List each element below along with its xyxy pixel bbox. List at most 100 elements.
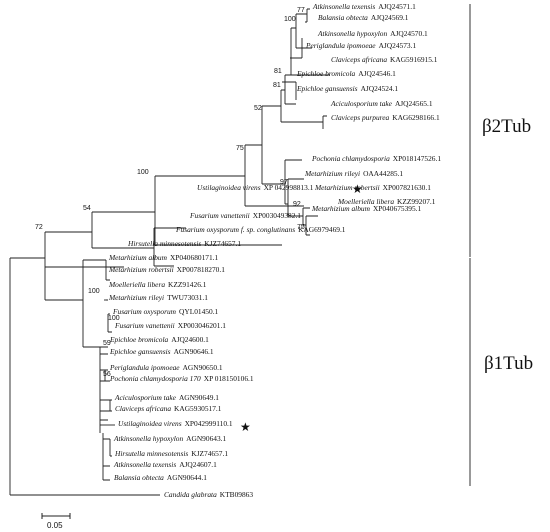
b1-leaf-labels: Metarhizium album XP040680171.1 Metarhiziu… (108, 253, 254, 482)
leaf-accession: KAG6298166.1 (392, 113, 440, 122)
leaf-species: Ustilaginoidea virens (197, 183, 261, 192)
tree-branches (9, 8, 330, 496)
b1-leaf-label: Moelleriella libera KZZ91426.1 (108, 280, 207, 289)
leaf-species: Balansia obtecta (318, 13, 368, 22)
bootstrap-value: 75 (236, 145, 244, 152)
leaf-species: Fusarium oxysporum f. sp. conglutinans (175, 225, 295, 234)
b2-leaf-labels: Atkinsonella texensis AJQ24571.1 Balansia … (127, 2, 441, 248)
b2-leaf-label: Atkinsonella texensis AJQ24571.1 (312, 2, 416, 11)
bootstrap-value: 56 (103, 371, 111, 378)
leaf-species: Metarhizium robertsii (314, 183, 380, 192)
leaf-species: Epichloe gansuensis (109, 347, 171, 356)
outgroup-label: Candida glabrata KTB09863 (164, 490, 253, 499)
leaf-accession: OAA44285.1 (363, 169, 403, 178)
bootstrap-value: 81 (273, 82, 281, 89)
b1-leaf-label: Fusarium oxysporum QYL01450.1 (112, 307, 219, 316)
b2-leaf-label: Atkinsonella hypoxylon AJQ24570.1 (317, 29, 428, 38)
leaf-species: Metarhizium rileyi (108, 293, 164, 302)
b2-clade-label: β2Tub (482, 116, 531, 137)
leaf-species: Epichloe bromicola (296, 69, 356, 78)
leaf-species: Metarhizium album (108, 253, 168, 262)
bootstrap-value: 77 (297, 7, 305, 14)
leaf-species: Ustilaginoidea virens (118, 419, 182, 428)
leaf-species: Atkinsonella texensis (312, 2, 375, 11)
b1-clade-label: β1Tub (484, 353, 533, 374)
leaf-accession: AJQ24565.1 (395, 99, 433, 108)
leaf-species: Atkinsonella hypoxylon (317, 29, 387, 38)
bootstrap-value: 81 (274, 68, 282, 75)
leaf-accession: XP040680171.1 (170, 253, 219, 262)
bootstrap-value: 100 (137, 169, 149, 176)
leaf-accession: KJZ74657.1 (204, 239, 241, 248)
b1-leaf-label: Atkinsonella texensis AJQ24607.1 (113, 460, 217, 469)
b1-leaf-label: Fusarium vanettenii XP003046201.1 (114, 321, 226, 330)
b2-leaf-label: Claviceps purpurea KAG6298166.1 (331, 113, 440, 122)
leaf-species: Claviceps africana (331, 55, 387, 64)
leaf-species: Atkinsonella texensis (113, 460, 176, 469)
b1-leaf-label: Balansia obtecta AGN90644.1 (114, 473, 207, 482)
b2-leaf-label: Metarhizium robertsii XP007821630.1 (314, 183, 431, 192)
leaf-accession: XP007821630.1 (383, 183, 432, 192)
leaf-species: Aciculosporium take (114, 393, 177, 402)
leaf-species: Epichloe gansuensis (296, 84, 358, 93)
leaf-accession: KAG5916915.1 (390, 55, 438, 64)
b1-leaf-label: Periglandula ipomoeae AGN90650.1 (109, 363, 223, 372)
leaf-accession: KJZ74657.1 (191, 449, 228, 458)
leaf-species: Fusarium oxysporum (112, 307, 177, 316)
leaf-accession: XP018147526.1 (393, 154, 442, 163)
leaf-species: Balansia obtecta (114, 473, 164, 482)
b1-leaf-label: Aciculosporium take AGN90649.1 (114, 393, 219, 402)
leaf-species: Metarhizium robertsii (108, 265, 174, 274)
leaf-accession: XP003046201.1 (178, 321, 227, 330)
scale-bar (41, 513, 71, 519)
b2-leaf-label: Pochonia chlamydosporia XP018147526.1 (311, 154, 441, 163)
leaf-species: Fusarium vanettenii (114, 321, 175, 330)
b2-leaf-label: Epichloe bromicola AJQ24546.1 (296, 69, 396, 78)
b2-leaf-label: Claviceps africana KAG5916915.1 (331, 55, 438, 64)
leaf-accession: AGN90643.1 (186, 434, 226, 443)
b2-leaf-label: Epichloe gansuensis AJQ24524.1 (296, 84, 398, 93)
leaf-accession: XP042999110.1 (185, 419, 233, 428)
leaf-accession: AGN90644.1 (167, 473, 207, 482)
b1-leaf-label: Epichloe bromicola AJQ24600.1 (109, 335, 209, 344)
leaf-accession: XP 018150106.1 (204, 374, 254, 383)
b2-leaf-label: Balansia obtecta AJQ24569.1 (318, 13, 409, 22)
leaf-species: Moelleriella libera (337, 197, 394, 206)
b1-leaf-label: Ustilaginoidea virens XP042999110.1 (118, 419, 233, 428)
b1-leaf-label: Metarhizium rileyi TWU73031.1 (108, 293, 208, 302)
bootstrap-value: 59 (103, 340, 111, 347)
b1-leaf-label: Pochonia chlamydosporia 170 XP 018150106.… (109, 374, 254, 383)
b2-leaf-label: Fusarium oxysporum f. sp. conglutinans KA… (175, 225, 346, 234)
leaf-accession: XP040675395.1 (373, 204, 422, 213)
b2-leaf-label: Fusarium vanettenii XP003049382.1 (189, 211, 301, 220)
leaf-accession: KAG6979469.1 (298, 225, 346, 234)
b1-leaf-label: Hirsutella minnesotensis KJZ74657.1 (114, 449, 228, 458)
leaf-accession: TWU73031.1 (167, 293, 208, 302)
b2-leaf-label: Moelleriella libera KZZ99207.1 (337, 197, 436, 206)
leaf-species: Epichloe bromicola (109, 335, 169, 344)
leaf-accession: KZZ99207.1 (397, 197, 436, 206)
leaf-accession: XP 042998813.1 (264, 183, 314, 192)
leaf-species: Metarhizium album (311, 204, 371, 213)
leaf-accession: AJQ24569.1 (371, 13, 409, 22)
leaf-accession: AGN90650.1 (183, 363, 223, 372)
bootstrap-value: 52 (254, 105, 262, 112)
star-marker-b1: ★ (240, 420, 251, 434)
leaf-accession: AJQ24600.1 (171, 335, 209, 344)
leaf-accession: AJQ24524.1 (361, 84, 399, 93)
leaf-accession: AJQ24573.1 (379, 41, 417, 50)
b2-leaf-label: Metarhizium rileyi OAA44285.1 (304, 169, 403, 178)
leaf-accession: AGN90646.1 (174, 347, 214, 356)
b1-leaf-label: Claviceps africana KAG5930517.1 (115, 404, 222, 413)
leaf-accession: XP003049382.1 (253, 211, 302, 220)
leaf-accession: AJQ24571.1 (378, 2, 416, 11)
b2-leaf-label: Ustilaginoidea virens XP 042998813.1 (197, 183, 314, 192)
leaf-species: Atkinsonella hypoxylon (113, 434, 183, 443)
bootstrap-value: 72 (35, 224, 43, 231)
b1-leaf-label: Epichloe gansuensis AGN90646.1 (109, 347, 214, 356)
scale-label: 0.05 (47, 521, 63, 530)
leaf-accession: AGN90649.1 (179, 393, 219, 402)
bootstrap-value: 100 (108, 315, 120, 322)
leaf-species: Metarhizium rileyi (304, 169, 360, 178)
